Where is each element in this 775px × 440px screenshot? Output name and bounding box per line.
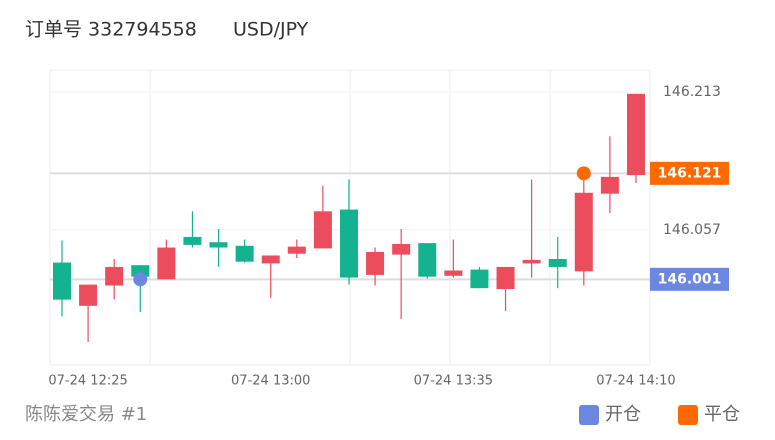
candle-body [470, 269, 489, 289]
price-label-bg [650, 267, 729, 291]
candle-body [131, 265, 150, 277]
footer: 陈陈爱交易 #1 [25, 404, 147, 425]
x-tick-label: 07-24 13:00 [231, 374, 310, 389]
legend-swatch [579, 405, 599, 425]
candle-body [366, 251, 385, 275]
candle-body [235, 245, 254, 262]
candle-body [522, 259, 541, 264]
price-label: 146.001 [658, 271, 722, 287]
candle-body [261, 255, 280, 264]
x-tick-label: 07-24 13:35 [414, 374, 493, 389]
candle-body [79, 284, 98, 306]
candle-body [600, 176, 619, 194]
legend-label: 开仓 [605, 404, 641, 425]
candle-body [339, 209, 358, 278]
symbol: USD/JPY [233, 19, 309, 41]
chart-title: 订单号 332794558 [25, 19, 197, 41]
candle-body [209, 242, 228, 248]
candle-body [287, 246, 306, 254]
candle-body [105, 266, 124, 286]
candle-body [444, 270, 463, 276]
legend-label: 平仓 [704, 404, 740, 425]
candle-body [574, 192, 593, 272]
legend-swatch [678, 405, 698, 425]
candle-body [496, 266, 515, 290]
trade-marker [133, 272, 148, 287]
price-label-bg [650, 161, 729, 185]
candle-body [157, 247, 176, 280]
candle-body [548, 259, 567, 267]
price-label: 146.121 [658, 165, 722, 181]
x-tick-label: 07-24 14:10 [596, 374, 675, 389]
x-tick-label: 07-24 12:25 [48, 374, 127, 389]
candle-body [183, 236, 202, 245]
y-tick-label: 146.213 [663, 84, 721, 100]
y-tick-label: 146.057 [663, 222, 721, 238]
trade-marker [576, 166, 591, 181]
candle-body [53, 262, 71, 300]
candle-body [313, 211, 332, 249]
candle-body [626, 93, 645, 176]
candle-body [392, 243, 411, 255]
candle-body [418, 243, 437, 277]
